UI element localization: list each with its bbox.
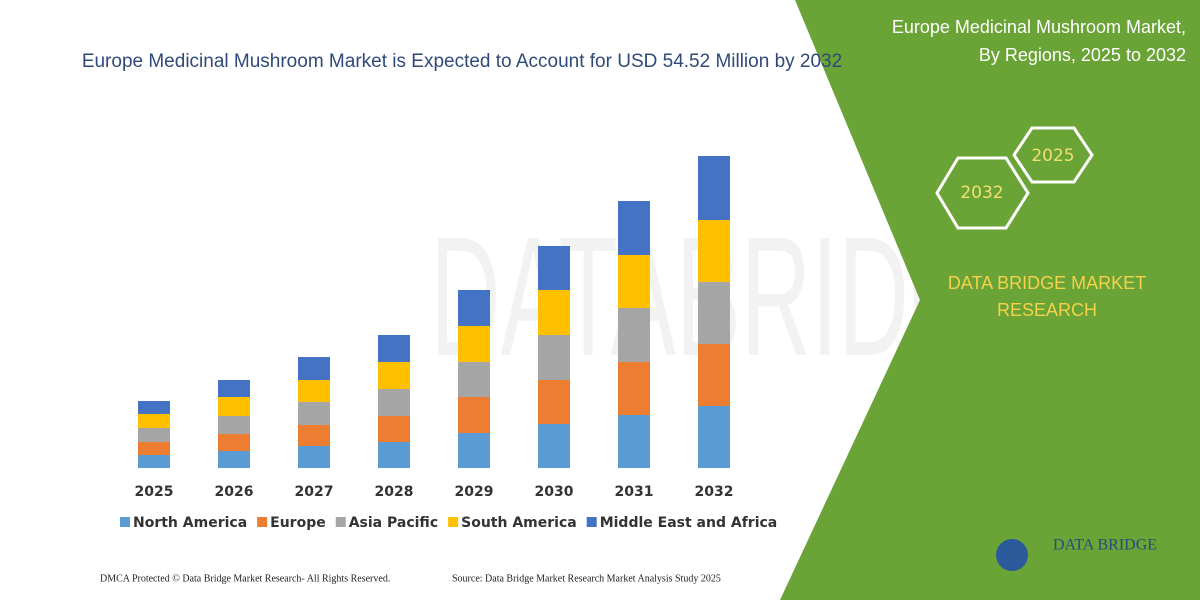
bar-segment bbox=[698, 282, 730, 344]
side-panel bbox=[780, 0, 1200, 600]
bar-segment bbox=[618, 255, 650, 308]
legend-swatch bbox=[586, 517, 597, 527]
bar-segment bbox=[698, 220, 730, 282]
bar-segment bbox=[218, 434, 250, 451]
bar-segment bbox=[618, 201, 650, 255]
hexagon bbox=[935, 156, 1030, 230]
bar-segment bbox=[378, 362, 410, 389]
bar-segment bbox=[538, 424, 570, 468]
x-tick-label: 2032 bbox=[695, 484, 734, 500]
bar-segment bbox=[218, 380, 250, 397]
bar-segment bbox=[538, 380, 570, 424]
bar-segment bbox=[458, 362, 490, 397]
x-tick-label: 2029 bbox=[455, 484, 494, 500]
legend-swatch bbox=[448, 517, 459, 527]
bar-segment bbox=[378, 389, 410, 416]
bar-segment bbox=[218, 451, 250, 468]
panel-title: Europe Medicinal Mushroom Market, bbox=[892, 17, 1186, 37]
bar-segment bbox=[298, 357, 330, 380]
bar-segment bbox=[618, 362, 650, 415]
bar-segment bbox=[458, 290, 490, 326]
legend-swatch bbox=[120, 517, 130, 527]
bar-segment bbox=[458, 397, 490, 433]
bar-segment bbox=[538, 335, 570, 380]
footer: Source: Data Bridge Market Research Mark… bbox=[452, 573, 721, 584]
x-tick-label: 2030 bbox=[535, 484, 574, 500]
bar-segment bbox=[138, 414, 170, 428]
bar-segment bbox=[618, 308, 650, 362]
logo-icon bbox=[996, 539, 1028, 571]
bar-segment bbox=[298, 425, 330, 446]
bar-segment bbox=[138, 428, 170, 442]
bar-segment bbox=[458, 433, 490, 468]
bar-segment bbox=[298, 402, 330, 425]
bar-segment bbox=[138, 455, 170, 468]
bar-segment bbox=[218, 416, 250, 434]
hexagon bbox=[1012, 126, 1094, 184]
bar-segment bbox=[378, 416, 410, 442]
bar-segment bbox=[218, 397, 250, 416]
bar-segment bbox=[138, 401, 170, 414]
footer: DMCA Protected © Data Bridge Market Rese… bbox=[100, 573, 390, 584]
bar-segment bbox=[538, 290, 570, 335]
bar-segment bbox=[378, 442, 410, 468]
x-tick-label: 2027 bbox=[295, 484, 334, 500]
bar-segment bbox=[698, 156, 730, 220]
hex-label: 2032 bbox=[960, 183, 1003, 203]
brand: DATA BRIDGE MARKET bbox=[948, 273, 1146, 293]
x-tick-label: 2028 bbox=[375, 484, 414, 500]
x-tick-label: 2026 bbox=[215, 484, 254, 500]
bar-segment bbox=[458, 326, 490, 362]
bar-segment bbox=[298, 446, 330, 468]
bar-segment bbox=[378, 335, 410, 362]
bar-segment bbox=[538, 246, 570, 290]
bar-segment bbox=[618, 415, 650, 468]
chart-title: Europe Medicinal Mushroom Market is Expe… bbox=[82, 51, 842, 72]
legend-swatch bbox=[335, 517, 346, 527]
legend-label: Middle East and Africa bbox=[600, 515, 778, 531]
x-tick-label: 2025 bbox=[135, 484, 174, 500]
bar-segment bbox=[698, 406, 730, 468]
hex-label: 2025 bbox=[1031, 146, 1074, 166]
legend-label: Europe bbox=[270, 515, 326, 531]
logo-text: DATA BRIDGE bbox=[1053, 537, 1157, 554]
bar-segment bbox=[298, 380, 330, 402]
brand: RESEARCH bbox=[997, 300, 1097, 320]
legend-label: North America bbox=[133, 515, 247, 531]
legend-swatch bbox=[257, 517, 268, 527]
bar-segment bbox=[138, 442, 170, 455]
legend-label: Asia Pacific bbox=[349, 515, 438, 531]
legend-label: South America bbox=[461, 515, 577, 531]
bar-segment bbox=[698, 344, 730, 406]
x-tick-label: 2031 bbox=[615, 484, 654, 500]
panel-title: By Regions, 2025 to 2032 bbox=[979, 45, 1186, 65]
